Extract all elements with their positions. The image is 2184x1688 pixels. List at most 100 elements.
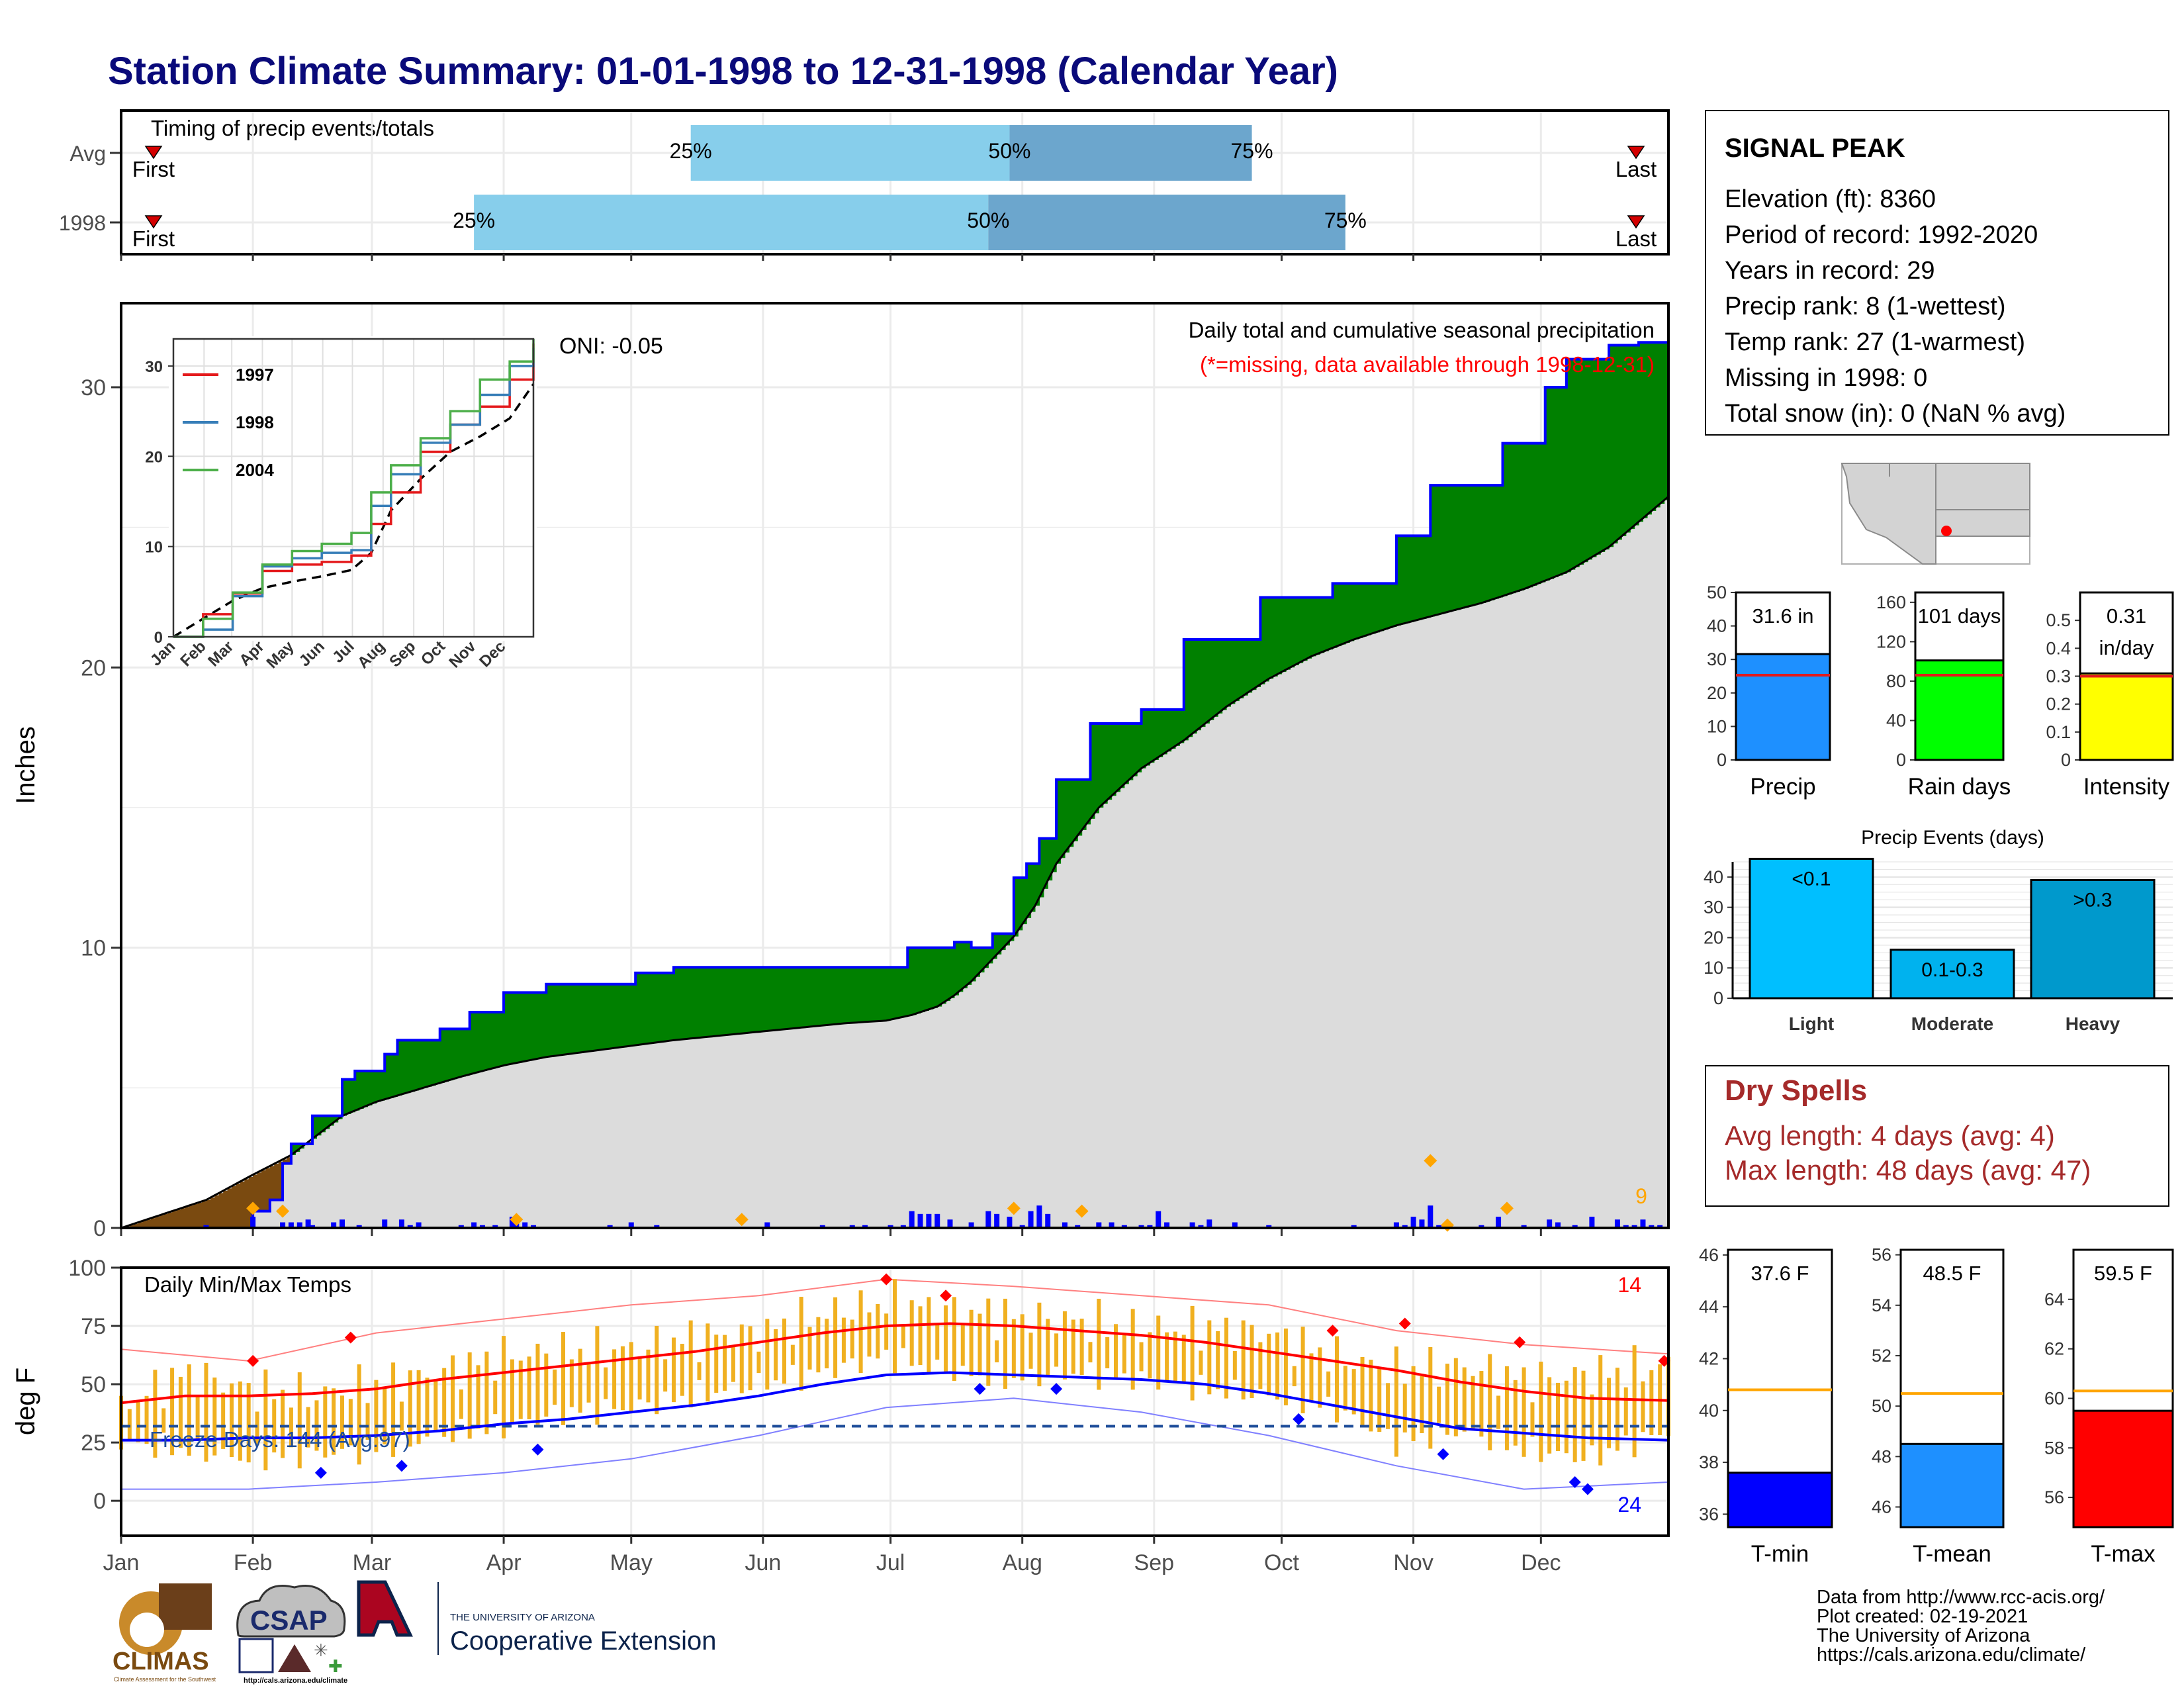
surplus-band (401, 1040, 406, 1095)
daily-precip-bar (934, 1213, 940, 1228)
surplus-band (822, 967, 827, 1026)
daily-temp-bar (357, 1364, 361, 1465)
summary-bar-charts: 0 10 20 30 40 50 31.6 in Precip 0 40 80 120 160 101 d… (1707, 583, 2174, 800)
precip-y-tick-label: 30 (81, 375, 106, 400)
daily-temp-bar (170, 1368, 175, 1456)
deficit-band (283, 1159, 288, 1164)
surplus-band (1464, 485, 1469, 608)
extreme-precip-marker (1424, 1154, 1437, 1168)
daily-precip-bar (985, 1211, 991, 1228)
daily-temp-bar (714, 1335, 719, 1393)
daily-temp-bar (459, 1389, 463, 1419)
deficit-band (134, 1223, 139, 1228)
daily-precip-bar (1657, 1225, 1663, 1228)
daily-temp-bar (918, 1306, 923, 1366)
surplus-band (992, 933, 997, 959)
daily-temp-bar (323, 1386, 328, 1458)
surplus-band (682, 967, 687, 1040)
extreme-precip-marker (735, 1213, 749, 1227)
station-info-frame (1705, 110, 2169, 436)
extreme-precip-marker (1007, 1201, 1021, 1215)
station-name: SIGNAL PEAK (1725, 134, 1905, 163)
surplus-band (1269, 597, 1274, 679)
timing-label-50: 50% (967, 209, 1009, 232)
surplus-band (320, 1115, 326, 1133)
surplus-band (1353, 583, 1359, 639)
surplus-band (1234, 639, 1240, 702)
surplus-band (1451, 485, 1457, 611)
daily-temp-bar (1318, 1347, 1322, 1408)
station-line-4: Temp rank: 27 (1-warmest) (1725, 328, 2025, 356)
deficit-band (202, 1201, 206, 1228)
inset-frame (172, 338, 535, 638)
surplus-band (559, 984, 564, 1056)
surplus-band (1137, 724, 1142, 773)
tmin-y-tick-label: 42 (1699, 1348, 1719, 1368)
station-line-6: Total snow (in): 0 (NaN % avg) (1725, 400, 2066, 428)
surplus-band (907, 947, 913, 1016)
daily-precip-bar (407, 1225, 413, 1228)
daily-temp-bar (1267, 1333, 1271, 1395)
surplus-band (1447, 485, 1452, 612)
daily-precip-bar (522, 1222, 528, 1228)
surplus-band (720, 967, 725, 1036)
surplus-band (976, 947, 980, 977)
dry-spells-frame (1705, 1065, 2169, 1207)
block-a-icon (357, 1580, 413, 1637)
precip-y-tick-label: 0 (93, 1216, 106, 1241)
surplus-band (1337, 583, 1342, 647)
tmean-bar (1899, 1442, 2005, 1528)
deficit-band (185, 1207, 190, 1229)
inset-y-tick-label: 0 (154, 629, 163, 647)
surplus-band (593, 984, 598, 1051)
daily-temp-bar (1590, 1394, 1594, 1446)
deficit-band (206, 1199, 211, 1228)
surplus-band (1013, 877, 1019, 937)
deficit-band (142, 1221, 148, 1228)
daily-precip-bar (1147, 1225, 1153, 1228)
daily-temp-bar (484, 1351, 489, 1434)
surplus-band (1549, 387, 1555, 579)
surplus-band (716, 967, 721, 1036)
intensity-y-tick-label: 0.1 (2046, 722, 2071, 742)
page-title: Station Climate Summary: 01-01-1998 to 1… (108, 50, 1338, 93)
surplus-band (618, 984, 623, 1048)
surplus-band (1150, 709, 1155, 763)
surplus-band (601, 984, 606, 1050)
events-category-label: Heavy (2066, 1013, 2120, 1034)
daily-precip-bar (862, 1225, 868, 1228)
daily-temp-bar (663, 1359, 668, 1392)
deficit-band (253, 1174, 258, 1211)
surplus-band (418, 1040, 424, 1090)
daily-temp-bar (876, 1303, 880, 1359)
daily-precip-bar (849, 1225, 855, 1228)
surplus-band (1001, 933, 1006, 951)
snowflake-icon: ✳ (314, 1640, 328, 1660)
surplus-band (733, 967, 738, 1035)
daily-temp-bar (1258, 1342, 1263, 1389)
daily-temp-bar (391, 1362, 396, 1457)
daily-precip-bar (471, 1222, 477, 1228)
daily-precip-bar (1045, 1213, 1051, 1228)
surplus-band (1404, 536, 1410, 624)
surplus-band (1124, 724, 1129, 784)
timing-marker-triangle (1627, 215, 1645, 229)
daily-temp-bar (969, 1309, 974, 1376)
daily-temp-bar (493, 1380, 498, 1415)
daily-precip-bar (1266, 1225, 1272, 1228)
surplus-band (886, 967, 891, 1021)
tmax-y-tick-label: 60 (2044, 1388, 2064, 1408)
surplus-band (537, 992, 543, 1059)
precip-y-tick-label: 10 (81, 936, 106, 961)
daily-temp-bar (1216, 1331, 1220, 1389)
extreme-precip-marker (510, 1213, 523, 1227)
surplus-band (776, 967, 781, 1031)
surplus-band (1562, 387, 1567, 574)
surplus-band (529, 992, 534, 1060)
timing-row-label: 1998 (59, 211, 106, 235)
surplus-band (376, 1070, 381, 1102)
daily-temp-bar (1556, 1382, 1560, 1452)
surplus-band (639, 972, 645, 1045)
daily-temp-bar (442, 1368, 447, 1437)
daily-temp-bar (1377, 1368, 1382, 1432)
